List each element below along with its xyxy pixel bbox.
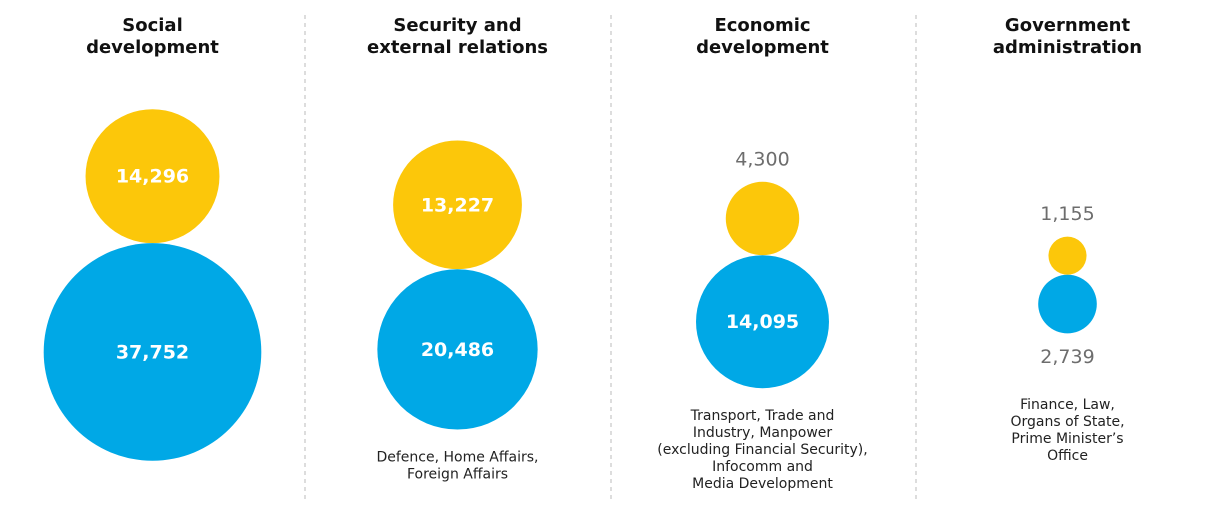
bubble: [377, 269, 538, 430]
bubble: [725, 181, 800, 256]
value-label: 4,300: [735, 148, 789, 170]
value-label: 37,752: [116, 341, 189, 363]
description: Defence, Home Affairs,: [376, 450, 538, 466]
bubble: [1048, 236, 1087, 275]
description: Industry, Manpower: [693, 425, 833, 441]
panel-title: external relations: [367, 37, 548, 58]
bubble: [85, 109, 220, 244]
value-label: 13,227: [421, 194, 494, 216]
bubble: [43, 243, 262, 461]
value-label: 14,095: [726, 311, 799, 333]
panel-title: development: [696, 37, 829, 58]
description: Office: [1047, 448, 1088, 464]
panel-title: Government: [1005, 15, 1131, 36]
description: Prime Minister’s: [1011, 431, 1123, 447]
description: Finance, Law,: [1020, 397, 1115, 413]
value-label: 1,155: [1040, 203, 1094, 225]
bubble: [393, 140, 522, 270]
description: Infocomm and: [712, 459, 813, 475]
value-label: 20,486: [421, 339, 494, 361]
bubble: [1038, 274, 1097, 334]
bubble: [696, 255, 829, 389]
panel-title: development: [86, 37, 219, 58]
description: (excluding Financial Security),: [657, 442, 867, 458]
panel-title: Security and: [393, 15, 521, 36]
value-label: 2,739: [1040, 346, 1094, 368]
description: Organs of State,: [1010, 414, 1124, 430]
description: Foreign Affairs: [407, 467, 508, 483]
panel-title: Economic: [714, 15, 810, 36]
value-label: 14,296: [116, 166, 189, 188]
panel-title: Social: [122, 15, 183, 36]
description: Transport, Trade and: [690, 408, 835, 424]
description: Media Development: [692, 476, 833, 492]
panel-title: administration: [993, 37, 1142, 58]
